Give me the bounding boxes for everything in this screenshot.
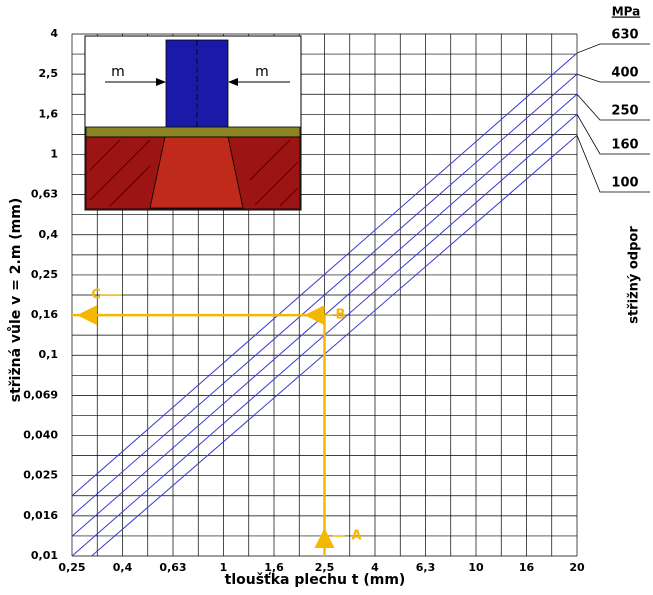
y-tick-label: 4 xyxy=(50,27,58,40)
legend-label: 400 xyxy=(611,66,638,81)
y-tick-label: 1 xyxy=(50,147,58,160)
y-tick-label: 0,16 xyxy=(31,308,58,321)
legend-label: 160 xyxy=(611,138,638,153)
x-tick-label: 0,25 xyxy=(58,561,85,574)
x-axis-label: tloušťka plechu t (mm) xyxy=(225,572,406,588)
y-tick-label: 0,016 xyxy=(23,509,58,522)
y-tick-label: 0,25 xyxy=(31,268,58,281)
x-tick-label: 16 xyxy=(519,561,535,574)
x-tick-label: 0,4 xyxy=(113,561,133,574)
inset-label: m xyxy=(111,64,125,80)
y-tick-label: 1,6 xyxy=(39,107,59,120)
y-tick-label: 2,5 xyxy=(39,67,59,80)
series-line xyxy=(71,52,578,497)
y-tick-label: 0,025 xyxy=(23,469,58,482)
x-tick-label: 10 xyxy=(468,561,484,574)
x-tick-label: 0,63 xyxy=(159,561,186,574)
legend-leader xyxy=(576,73,650,83)
legend-leader xyxy=(576,43,650,54)
y-tick-label: 0,1 xyxy=(39,348,59,361)
x-tick-label: 2,5 xyxy=(315,561,335,574)
series-line xyxy=(91,135,578,557)
y-axis-label: střižná vůle v = 2.m (mm) xyxy=(7,198,24,403)
x-tick-label: 4 xyxy=(371,561,379,574)
marker-c xyxy=(77,305,97,326)
unit-label: MPa xyxy=(612,5,641,19)
label-b: B xyxy=(336,308,346,323)
y-tick-label: 0,040 xyxy=(23,429,58,442)
x-tick-label: 20 xyxy=(569,561,585,574)
series-line xyxy=(71,73,578,517)
marker-b xyxy=(304,305,325,326)
legend-label: 100 xyxy=(611,176,638,191)
inset-figure: m m xyxy=(84,35,302,211)
x-tick-label: 1,6 xyxy=(264,561,284,574)
y-tick-label: 0,4 xyxy=(39,228,59,241)
legend-leader xyxy=(576,93,650,121)
legend-label: 630 xyxy=(611,28,638,43)
y-tick-label: 0,01 xyxy=(31,549,58,562)
label-a: A xyxy=(352,529,362,544)
legend-label: 250 xyxy=(611,104,638,119)
plot-area: 0,25 0,4 0,63 1 1,6 2,5 4 6,3 10 16 20 0,01 0,016 0,0… xyxy=(23,27,585,574)
legend-leader xyxy=(576,135,650,193)
label-c: C xyxy=(91,288,101,303)
legend-title: střižný odpor xyxy=(627,226,642,324)
inset-label: m xyxy=(255,64,269,80)
y-tick-label: 0,63 xyxy=(31,188,58,201)
legend-leader xyxy=(576,114,650,155)
x-tick-label: 1 xyxy=(220,561,228,574)
x-tick-label: 6,3 xyxy=(416,561,436,574)
marker-a xyxy=(314,528,335,548)
y-tick-label: 0,069 xyxy=(23,388,58,401)
